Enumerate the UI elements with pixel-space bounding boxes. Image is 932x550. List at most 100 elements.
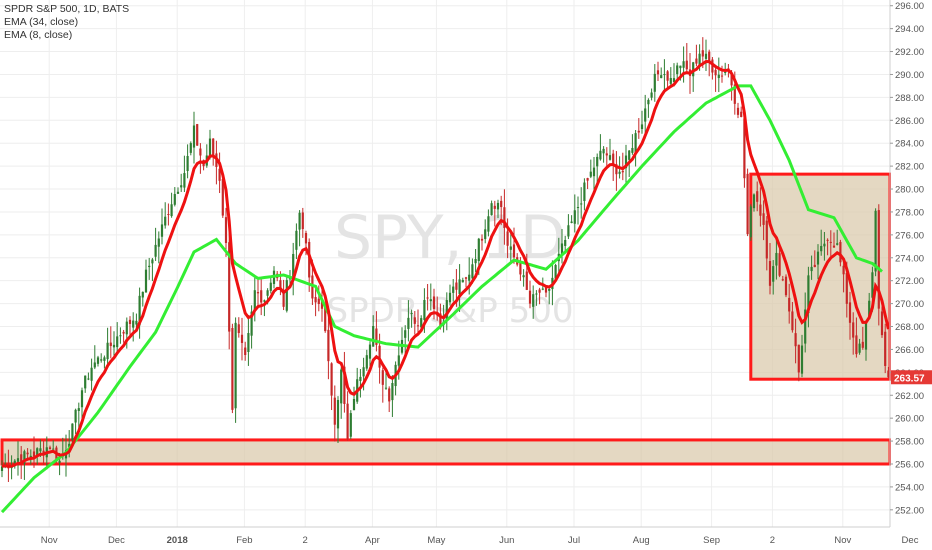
candle-body bbox=[730, 73, 733, 86]
candle-body bbox=[887, 370, 890, 378]
candle-body bbox=[368, 344, 372, 359]
price-tick-label: 260.00 bbox=[895, 414, 924, 425]
candle-body bbox=[324, 304, 327, 332]
candle-body bbox=[138, 295, 141, 326]
candle-body bbox=[829, 241, 832, 243]
candle-body bbox=[580, 203, 583, 205]
candle-body bbox=[103, 357, 106, 361]
candle-body bbox=[832, 245, 836, 248]
candle-body bbox=[660, 75, 663, 79]
candle-body bbox=[448, 292, 452, 303]
candle-body bbox=[269, 282, 272, 291]
candle-body bbox=[720, 75, 724, 77]
price-tick-label: 256.00 bbox=[895, 459, 924, 470]
candle-body bbox=[23, 451, 26, 464]
legend-title[interactable]: SPDR S&P 500, 1D, BATS bbox=[4, 3, 130, 15]
candle-body bbox=[740, 111, 743, 117]
price-tick-label: 272.00 bbox=[895, 276, 924, 287]
candle-body bbox=[868, 300, 871, 320]
candle-body bbox=[128, 319, 132, 324]
candle-body bbox=[228, 242, 231, 332]
candle-body bbox=[807, 275, 810, 314]
candle-body bbox=[631, 147, 634, 153]
candle-body bbox=[768, 261, 772, 286]
time-tick-label: May bbox=[427, 535, 445, 546]
price-tick-label: 270.00 bbox=[895, 299, 924, 310]
candle-body bbox=[119, 335, 122, 337]
candle-body bbox=[608, 155, 612, 160]
ema-lines bbox=[0, 59, 890, 514]
candle-body bbox=[826, 239, 829, 241]
candle-body bbox=[621, 170, 624, 173]
candle-body bbox=[615, 164, 618, 175]
candle-body bbox=[116, 336, 119, 348]
candle-body bbox=[16, 458, 20, 462]
candle-body bbox=[173, 194, 176, 205]
price-tick-label: 284.00 bbox=[895, 139, 924, 150]
candle-body bbox=[343, 366, 346, 404]
candle-body bbox=[695, 58, 698, 64]
candle-body bbox=[48, 447, 52, 450]
candle-body bbox=[279, 280, 282, 289]
ema-slow-line bbox=[0, 84, 883, 514]
candle-body bbox=[349, 413, 352, 437]
candle-body bbox=[336, 400, 340, 429]
candle-body bbox=[800, 345, 804, 374]
candle-body bbox=[340, 369, 343, 404]
price-axis[interactable]: 252.00254.00256.00258.00260.00262.00264.… bbox=[889, 0, 932, 550]
candle-body bbox=[52, 448, 55, 450]
candle-body bbox=[186, 155, 189, 172]
candle-body bbox=[304, 233, 308, 244]
candle-body bbox=[391, 383, 394, 401]
candle-body bbox=[848, 302, 852, 323]
candle-body bbox=[538, 289, 541, 293]
candle-body bbox=[672, 78, 676, 83]
candle-body bbox=[125, 321, 128, 335]
candle-body bbox=[157, 238, 160, 247]
candle-body bbox=[864, 322, 868, 350]
candle-body bbox=[592, 167, 596, 177]
candle-body bbox=[160, 224, 164, 237]
candle-body bbox=[231, 327, 234, 410]
legend-ema-fast[interactable]: EMA (8, close) bbox=[4, 29, 73, 41]
candle-body bbox=[32, 451, 36, 457]
time-axis-bg bbox=[0, 527, 932, 550]
candle-body bbox=[804, 309, 807, 344]
candle-body bbox=[756, 191, 759, 202]
time-axis[interactable]: Nov Dec 2018 Feb 2 Apr May Jun Jul Aug Sep 2 Nov Dec bbox=[0, 526, 932, 550]
candle-body bbox=[640, 124, 644, 130]
candle-body bbox=[711, 59, 714, 73]
candle-body bbox=[596, 156, 599, 167]
candle-body bbox=[122, 331, 125, 334]
candle-body bbox=[250, 311, 253, 336]
candle-body bbox=[244, 347, 247, 356]
candle-body bbox=[810, 266, 813, 272]
legend-ema-slow[interactable]: EMA (34, close) bbox=[4, 16, 79, 28]
candle-body bbox=[327, 329, 330, 362]
candle-body bbox=[717, 74, 720, 79]
candle-body bbox=[362, 367, 365, 377]
time-tick-label: 2 bbox=[770, 535, 775, 546]
time-tick-label: 2018 bbox=[167, 535, 188, 546]
candle-body bbox=[432, 296, 436, 309]
candle-body bbox=[474, 259, 477, 264]
candle-body bbox=[496, 202, 500, 210]
candle-body bbox=[68, 443, 71, 447]
candle-body bbox=[221, 178, 224, 216]
candle-body bbox=[74, 409, 77, 423]
candle-body bbox=[71, 423, 74, 441]
candle-body bbox=[480, 238, 484, 241]
price-tick-label: 274.00 bbox=[895, 253, 924, 264]
candle-body bbox=[647, 99, 650, 105]
candle-body bbox=[884, 331, 887, 366]
candle-body bbox=[772, 266, 775, 282]
candle-body bbox=[743, 118, 746, 179]
price-tick-label: 286.00 bbox=[895, 116, 924, 127]
zone-0 bbox=[0, 438, 892, 466]
price-tick-label: 254.00 bbox=[895, 482, 924, 493]
candle-body bbox=[797, 344, 800, 373]
candle-body bbox=[423, 299, 426, 320]
price-tick-label: 278.00 bbox=[895, 207, 924, 218]
